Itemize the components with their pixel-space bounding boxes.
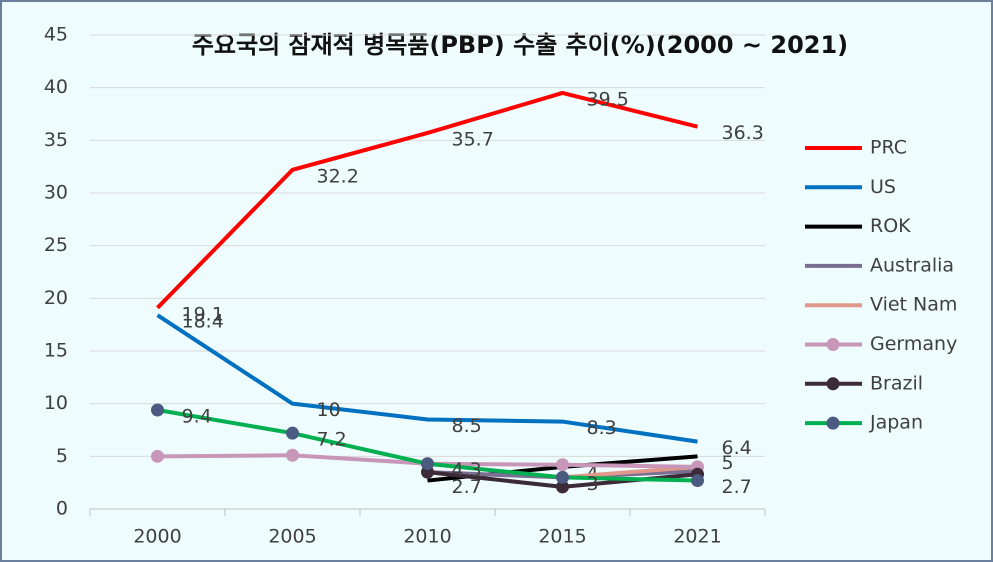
legend-label: PRC — [870, 137, 907, 159]
series-line — [562, 464, 698, 480]
data-label: 3 — [587, 473, 599, 495]
legend-label: Viet Nam — [870, 294, 957, 316]
data-label: 9.4 — [182, 405, 212, 427]
data-label: 39.5 — [587, 88, 629, 110]
legend-label: Australia — [870, 254, 954, 276]
data-label: 2.7 — [452, 476, 482, 498]
y-tick-label: 5 — [56, 445, 68, 467]
series-line — [156, 90, 698, 310]
point — [691, 474, 704, 488]
y-tick-label: 25 — [44, 234, 68, 256]
point — [286, 426, 299, 440]
point — [151, 403, 164, 417]
point — [151, 449, 164, 463]
chart-title: 주요국의 잠재적 병목품(PBP) 수출 추이(%)(2000 ~ 2021) — [192, 31, 848, 59]
y-tick-label: 10 — [44, 392, 68, 414]
y-tick-label: 40 — [44, 76, 68, 98]
point — [286, 448, 299, 462]
x-tick-label: 2021 — [673, 526, 721, 548]
data-label: 35.7 — [452, 128, 494, 150]
point — [556, 470, 569, 484]
data-label: 4.3 — [452, 459, 482, 481]
y-tick-label: 30 — [44, 182, 68, 204]
y-tick-label: 45 — [44, 24, 68, 46]
legend-label: Brazil — [870, 372, 923, 394]
y-tick-label: 15 — [44, 340, 68, 362]
x-tick-label: 2010 — [403, 526, 451, 548]
data-label: 5 — [722, 452, 734, 474]
data-label: 18.4 — [182, 311, 224, 333]
point — [556, 480, 569, 494]
data-label: 8.3 — [587, 417, 617, 439]
legend-label: ROK — [870, 215, 911, 237]
x-tick-label: 2015 — [538, 526, 586, 548]
point — [421, 457, 434, 471]
legend-label: US — [870, 176, 896, 198]
point — [556, 458, 569, 472]
legend-label: Japan — [869, 412, 923, 434]
series-line — [156, 313, 698, 444]
data-label: 8.5 — [452, 415, 482, 437]
y-tick-label: 0 — [56, 498, 68, 520]
data-label: 2.7 — [722, 476, 752, 498]
x-tick-label: 2005 — [268, 526, 316, 548]
legend-marker — [826, 377, 840, 391]
legend-marker — [826, 416, 840, 430]
data-label: 19.1 — [182, 303, 224, 325]
legend-label: Germany — [870, 333, 957, 355]
data-label: 6.4 — [722, 437, 752, 459]
data-label: 10 — [317, 399, 341, 421]
data-label: 7.2 — [317, 429, 347, 451]
data-label: 32.2 — [317, 165, 359, 187]
data-label: 36.3 — [722, 122, 764, 144]
x-tick-label: 2000 — [133, 526, 181, 548]
y-tick-label: 20 — [44, 287, 68, 309]
legend-marker — [826, 338, 840, 351]
y-tick-label: 35 — [44, 129, 68, 151]
